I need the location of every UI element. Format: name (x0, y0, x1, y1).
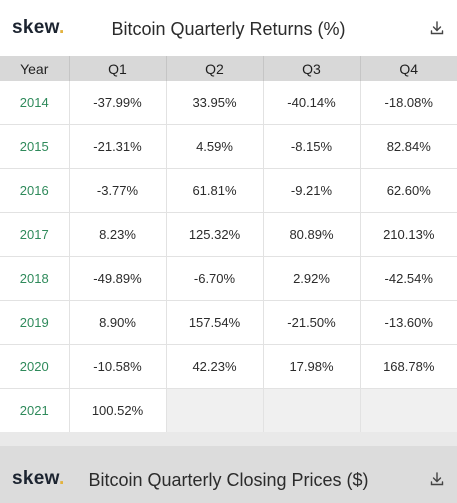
year-cell: 2017 (0, 212, 70, 257)
q2-cell: 33.95% (166, 81, 264, 125)
q1-cell: -21.31% (69, 124, 167, 169)
q3-cell: 80.89% (263, 212, 361, 257)
returns-table: Year Q1 Q2 Q3 Q4 2014 -37.99% 33.95% -40… (0, 56, 457, 432)
column-header-q2[interactable]: Q2 (166, 56, 264, 81)
q2-cell: 42.23% (166, 344, 264, 389)
q1-cell: 8.90% (69, 300, 167, 345)
column-header-q1[interactable]: Q1 (69, 56, 167, 81)
returns-title: Bitcoin Quarterly Returns (%) (111, 19, 346, 39)
skew-logo[interactable]: skew. (12, 17, 65, 39)
download-icon[interactable] (429, 471, 445, 487)
logo-dot: . (58, 468, 65, 489)
q4-cell: 210.13% (360, 212, 457, 257)
column-header-year[interactable]: Year (0, 56, 70, 81)
year-cell: 2020 (0, 344, 70, 389)
year-cell: 2019 (0, 300, 70, 345)
q1-cell: -10.58% (69, 344, 167, 389)
q3-cell: -40.14% (263, 81, 361, 125)
year-cell: 2016 (0, 168, 70, 213)
year-cell: 2018 (0, 256, 70, 301)
year-cell: 2021 (0, 388, 70, 432)
table-row: 2021 100.52% (0, 388, 457, 432)
q2-cell: 4.59% (166, 124, 264, 169)
q3-cell: 2.92% (263, 256, 361, 301)
returns-card: skew. Bitcoin Quarterly Returns (%) Year… (0, 0, 457, 432)
returns-table-body: 2014 -37.99% 33.95% -40.14% -18.08% 2015… (0, 81, 457, 432)
table-row: 2015 -21.31% 4.59% -8.15% 82.84% (0, 124, 457, 169)
table-row: 2020 -10.58% 42.23% 17.98% 168.78% (0, 344, 457, 389)
logo-dot: . (58, 17, 65, 38)
q4-cell: -42.54% (360, 256, 457, 301)
q2-cell: -6.70% (166, 256, 264, 301)
q4-cell: 82.84% (360, 124, 457, 169)
q2-cell-empty (166, 388, 264, 432)
q2-cell: 61.81% (166, 168, 264, 213)
q3-cell: -21.50% (263, 300, 361, 345)
q1-cell: -37.99% (69, 81, 167, 125)
skew-logo[interactable]: skew. (12, 468, 65, 490)
table-row: 2018 -49.89% -6.70% 2.92% -42.54% (0, 256, 457, 301)
q4-cell-empty (360, 388, 457, 432)
q4-cell: -13.60% (360, 300, 457, 345)
q2-cell: 157.54% (166, 300, 264, 345)
q1-cell: 8.23% (69, 212, 167, 257)
logo-text: skew (12, 17, 59, 38)
prices-title: Bitcoin Quarterly Closing Prices ($) (88, 470, 369, 490)
q3-cell-empty (263, 388, 361, 432)
column-header-q3[interactable]: Q3 (263, 56, 361, 81)
panel-divider (0, 432, 457, 446)
q4-cell: 62.60% (360, 168, 457, 213)
year-cell: 2014 (0, 81, 70, 125)
q3-cell: -9.21% (263, 168, 361, 213)
prices-card: skew. Bitcoin Quarterly Closing Prices (… (0, 446, 457, 503)
q4-cell: -18.08% (360, 81, 457, 125)
returns-header: skew. Bitcoin Quarterly Returns (%) (0, 0, 457, 56)
q1-cell: -49.89% (69, 256, 167, 301)
year-cell: 2015 (0, 124, 70, 169)
table-row: 2016 -3.77% 61.81% -9.21% 62.60% (0, 168, 457, 213)
logo-text: skew (12, 468, 59, 489)
q3-cell: 17.98% (263, 344, 361, 389)
q3-cell: -8.15% (263, 124, 361, 169)
table-row: 2019 8.90% 157.54% -21.50% -13.60% (0, 300, 457, 345)
table-header-row: Year Q1 Q2 Q3 Q4 (0, 56, 457, 81)
download-icon[interactable] (429, 20, 445, 36)
table-row: 2017 8.23% 125.32% 80.89% 210.13% (0, 212, 457, 257)
column-header-q4[interactable]: Q4 (360, 56, 457, 81)
q1-cell: 100.52% (69, 388, 167, 432)
q2-cell: 125.32% (166, 212, 264, 257)
table-row: 2014 -37.99% 33.95% -40.14% -18.08% (0, 81, 457, 125)
q1-cell: -3.77% (69, 168, 167, 213)
q4-cell: 168.78% (360, 344, 457, 389)
